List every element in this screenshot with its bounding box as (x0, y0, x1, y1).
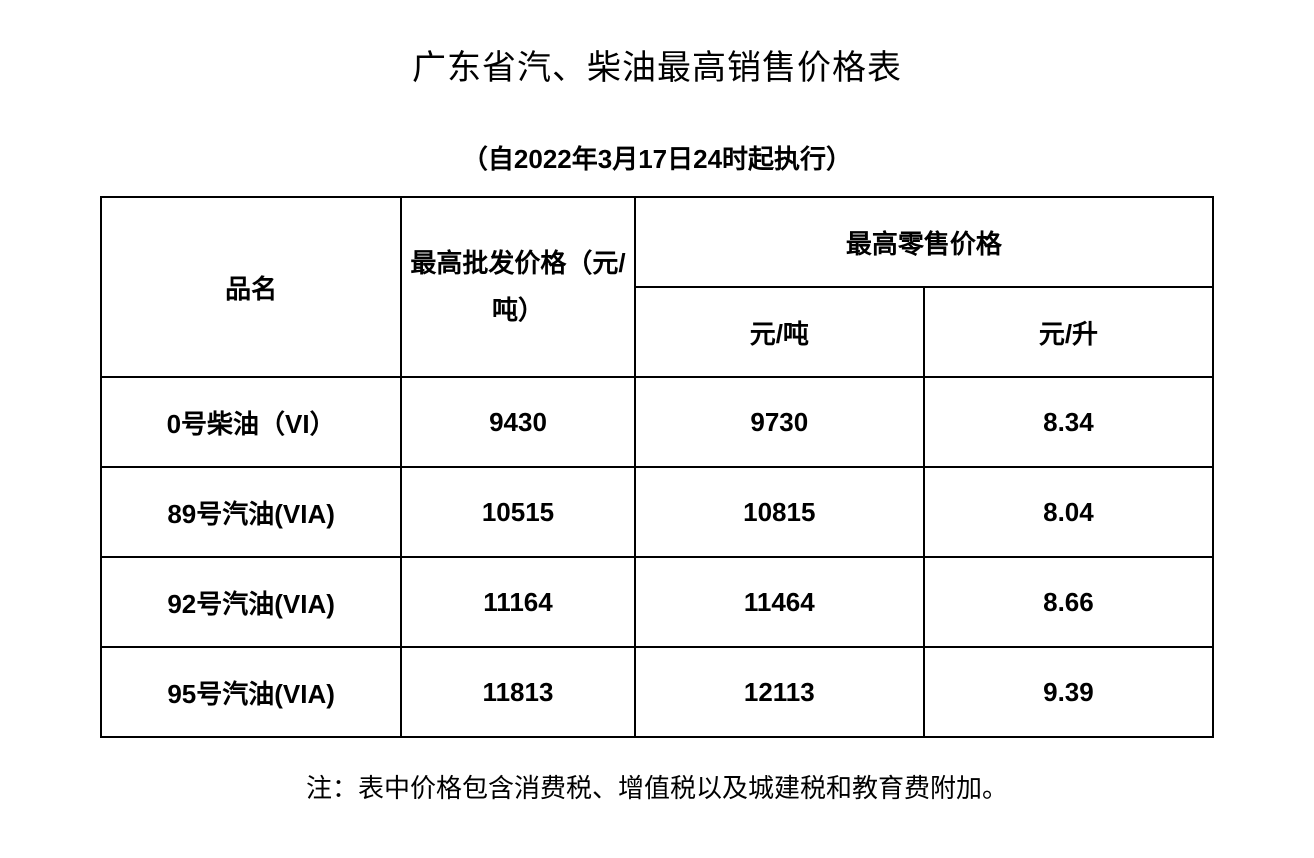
effective-date-subtitle: （自2022年3月17日24时起执行） (100, 139, 1214, 176)
cell-wholesale: 10515 (401, 467, 635, 557)
cell-retail-liter: 8.04 (924, 467, 1213, 557)
cell-retail-liter: 8.66 (924, 557, 1213, 647)
column-header-retail-ton: 元/吨 (635, 287, 924, 377)
column-header-retail-group: 最高零售价格 (635, 197, 1213, 287)
cell-retail-ton: 10815 (635, 467, 924, 557)
cell-wholesale: 11164 (401, 557, 635, 647)
table-row: 92号汽油(VIA) 11164 11464 8.66 (101, 557, 1213, 647)
column-header-wholesale: 最高批发价格（元/吨） (401, 197, 635, 377)
column-header-retail-liter: 元/升 (924, 287, 1213, 377)
table-row: 89号汽油(VIA) 10515 10815 8.04 (101, 467, 1213, 557)
cell-retail-ton: 12113 (635, 647, 924, 737)
cell-retail-ton: 9730 (635, 377, 924, 467)
table-footnote: 注：表中价格包含消费税、增值税以及城建税和教育费附加。 (100, 768, 1214, 805)
cell-wholesale: 9430 (401, 377, 635, 467)
cell-product: 92号汽油(VIA) (101, 557, 401, 647)
table-row: 0号柴油（VI） 9430 9730 8.34 (101, 377, 1213, 467)
price-table: 品名 最高批发价格（元/吨） 最高零售价格 元/吨 元/升 0号柴油（VI） 9… (100, 196, 1214, 738)
cell-product: 89号汽油(VIA) (101, 467, 401, 557)
cell-wholesale: 11813 (401, 647, 635, 737)
cell-retail-liter: 8.34 (924, 377, 1213, 467)
cell-product: 0号柴油（VI） (101, 377, 401, 467)
page-title: 广东省汽、柴油最高销售价格表 (100, 40, 1214, 89)
column-header-product: 品名 (101, 197, 401, 377)
cell-product: 95号汽油(VIA) (101, 647, 401, 737)
cell-retail-liter: 9.39 (924, 647, 1213, 737)
table-row: 95号汽油(VIA) 11813 12113 9.39 (101, 647, 1213, 737)
cell-retail-ton: 11464 (635, 557, 924, 647)
